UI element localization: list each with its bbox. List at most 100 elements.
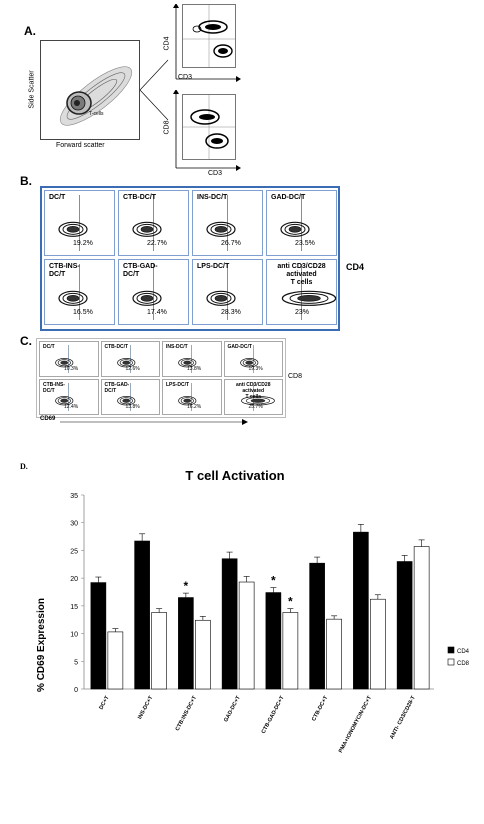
significance-mark: * [184,579,189,593]
panel-b-cell-percent: 23.5% [295,240,315,247]
flow-contour [239,358,258,368]
panel-c-cell-percent: 10.3% [64,366,79,372]
panel-c-cell-name: INS-DC/T [166,344,188,350]
x-tick-label: CTB-GAD-DC+T [261,695,286,735]
flow-contour [58,221,88,237]
flow-contour [55,396,74,406]
panel-b-cell-percent: 16.5% [73,309,93,316]
legend-label-cd4: CD4 [457,649,470,655]
significance-mark: * [288,595,293,609]
panel-c-cell-percent: 19.3% [248,366,263,372]
bar-cd8 [370,598,386,690]
bar-cd8 [282,612,299,690]
bar-cd4 [134,540,150,690]
y-tick-label: 5 [74,659,78,666]
panel-c-cell: DC/T 10.3% [39,341,99,377]
panel-c-cell-percent: 25.7% [248,404,263,410]
panel-c-cell: INS-DC/T 13.8% [162,341,222,377]
panel-b-cell: CTB-DC/T 22.7% [118,190,189,256]
flow-contour [178,358,197,368]
bar-cd8 [326,618,342,690]
y-tick-label: 10 [70,632,78,639]
panel-b-cell-percent: 23% [295,309,310,316]
panel-b-cd4-label: CD4 [346,262,365,272]
panel-c-label: C. [20,334,32,348]
flow-contour [178,396,197,406]
panel-b-cell-percent: 22.7% [147,240,167,247]
panel-c-cell-name: CTB-DC/T [104,344,129,350]
y-tick-label: 25 [70,548,78,555]
panel-b-cell-name: LPS-DC/T [197,263,230,270]
bar-cd8 [413,546,430,690]
bar-cd8 [151,612,167,690]
gate-label: T-cells [89,111,104,117]
flow-contour [132,221,162,237]
panel-a-label: A. [24,24,36,38]
x-tick-label: PMA+IONOMYCIN-DC+T [338,695,373,755]
scatter-x-label: Forward scatter [56,142,105,149]
panel-c-cell-name: DC/T [43,344,55,350]
panel-c-cell-percent: 13.8% [187,366,202,372]
panel-b-cell-name: CTB-GAD- DC/T [123,263,158,278]
flow-contour [58,290,88,306]
forward-side-scatter-plot: T-cells [40,40,140,140]
panel-b-cell-percent: 26.7% [221,240,241,247]
cd69-axis-arrow [60,419,248,425]
panel-c-cell: GAD-DC/T 19.3% [223,341,283,377]
x-tick-label: INS-DC+T [137,695,155,721]
bar-cd8 [238,581,255,690]
panel-b-label: B. [20,174,32,188]
cd4-plot-x-label: CD3 [178,74,193,81]
panel-c-cell: anti CD3/CD28 activated T cells 25.7% [223,379,283,415]
cd8-cd3-plot [182,94,236,160]
panel-b-cell-name: CTB-DC/T [123,194,157,201]
panel-c-cell: CTB-INS- DC/T 12.4% [39,379,99,415]
panel-b-cell-name: INS-DC/T [197,194,228,201]
flow-contour [206,221,236,237]
x-tick-label: DC+T [99,695,111,711]
x-tick-label: CTB:INS-DC+T [175,695,199,733]
panel-d-label: D. [20,462,28,471]
bar-cd4 [353,531,369,690]
cd4-plot-y-label: CD4 [163,36,171,51]
panel-b-cell-percent: 19.2% [73,240,93,247]
bar-cd4 [178,597,194,690]
bar-cd8 [107,631,124,690]
panel-b-cell: CTB-INS- DC/T 16.5% [44,259,115,325]
scatter-y-label: Side Scatter [28,70,36,109]
panel-b-cell: GAD-DC/T 23.5% [266,190,337,256]
panel-c-cell-percent: 12.6% [125,366,140,372]
y-tick-label: 0 [74,687,78,694]
cd8-plot-y-label: CD8 [163,120,171,135]
panel-b-cell: CTB-GAD- DC/T 17.4% [118,259,189,325]
panel-b-cell-name: GAD-DC/T [271,194,306,201]
panel-c-cell: CTB-DC/T 12.6% [100,341,160,377]
flow-contour [132,290,162,306]
flow-contour [206,290,236,306]
flow-contour [116,358,135,368]
cd8-contours [183,95,235,159]
panel-b-cell: anti CD3/CD28 activated T cells 23% [266,259,337,325]
bar-cd4 [221,558,238,690]
chart-title: T cell Activation [185,468,284,483]
y-tick-label: 30 [70,521,78,528]
bar-cd4 [265,592,282,690]
flow-contour [116,396,135,406]
panel-c-cell-name: CTB-GAD- DC/T [104,382,130,394]
panel-b-cell-name: anti CD3/CD28 activated T cells [277,263,326,286]
x-tick-label: ANTI- CD3/CD28-T [389,695,417,741]
chart-y-axis-label: % CD69 Expression [36,598,47,692]
flow-contour [55,358,74,368]
flow-contour [240,396,275,406]
panel-c-grid [36,338,286,418]
legend-swatch-cd8 [447,658,455,666]
t-cell-activation-chart: T cell Activation % CD69 Expression 0 5 10… [36,468,470,755]
y-tick-label: 35 [70,493,78,500]
panel-b-grid [40,186,340,331]
flow-contour [280,221,310,237]
panel-c-cd8-label: CD8 [288,373,303,380]
cd8-plot-x-label: CD3 [208,170,223,177]
panel-c-cell-name: CTB-INS- DC/T [43,382,65,394]
bar-cd4 [396,561,413,690]
legend-swatch-cd4 [447,646,455,654]
